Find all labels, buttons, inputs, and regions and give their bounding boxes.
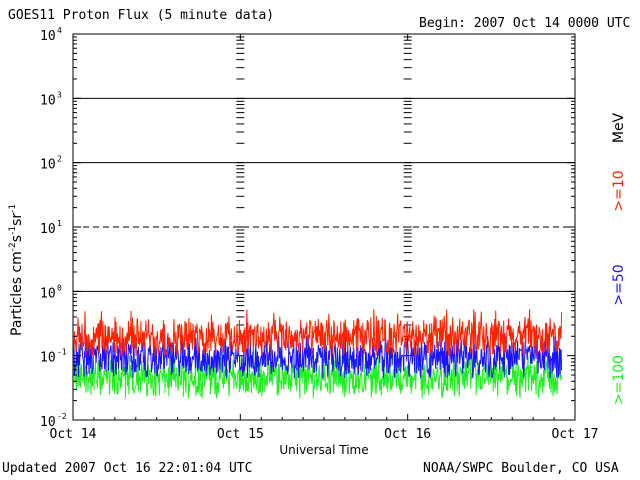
legend-units-label: MeV xyxy=(611,112,627,143)
y-tick-label-base: 10 xyxy=(40,158,56,173)
y-tick-label-exponent: 3 xyxy=(57,90,62,99)
y-tick-label-exponent: 4 xyxy=(57,26,62,35)
series-line-ge100 xyxy=(73,355,563,399)
y-axis-title-exponent: -1 xyxy=(8,226,18,235)
y-tick-label-base: 10 xyxy=(40,286,56,301)
y-axis-title-part: s xyxy=(9,235,25,242)
y-tick-label-exponent: 0 xyxy=(57,283,62,292)
series-line-ge10 xyxy=(73,309,563,356)
x-tick-label: Oct 17 xyxy=(552,427,599,442)
chart-title: GOES11 Proton Flux (5 minute data) xyxy=(8,8,275,23)
y-tick-label-exponent: 2 xyxy=(57,155,62,164)
x-tick-label: Oct 16 xyxy=(384,427,431,442)
y-tick-label-base: 10 xyxy=(40,351,56,366)
y-axis-title-part: Particles cm xyxy=(9,251,25,336)
y-axis-title-exponent: -2 xyxy=(8,242,18,251)
x-axis-title: Universal Time xyxy=(279,443,368,457)
y-tick-label-base: 10 xyxy=(40,222,56,237)
y-axis-title: Particles cm-2s-1sr-1 xyxy=(8,204,25,336)
legend-ge100: >=100 xyxy=(611,355,627,405)
legend-ge10: >=10 xyxy=(611,170,627,211)
updated-timestamp: Updated 2007 Oct 16 22:01:04 UTC xyxy=(2,461,253,476)
y-tick-label-base: 10 xyxy=(40,29,56,44)
legend-ge50: >=50 xyxy=(611,264,627,305)
x-tick-label: Oct 15 xyxy=(217,427,264,442)
y-tick-label-exponent: -2 xyxy=(57,412,67,421)
y-axis-title-part: sr xyxy=(9,213,25,226)
y-tick-label-exponent: 1 xyxy=(57,219,62,228)
x-tick-label: Oct 14 xyxy=(50,427,97,442)
begin-time-label: Begin: 2007 Oct 14 0000 UTC xyxy=(419,16,631,31)
y-tick-label-base: 10 xyxy=(40,415,56,430)
y-axis-title-exponent: -1 xyxy=(8,204,18,213)
source-credit: NOAA/SWPC Boulder, CO USA xyxy=(423,461,619,476)
y-tick-label-exponent: -1 xyxy=(57,348,67,357)
y-tick-label-base: 10 xyxy=(40,93,56,108)
series-line-ge50 xyxy=(73,335,563,379)
